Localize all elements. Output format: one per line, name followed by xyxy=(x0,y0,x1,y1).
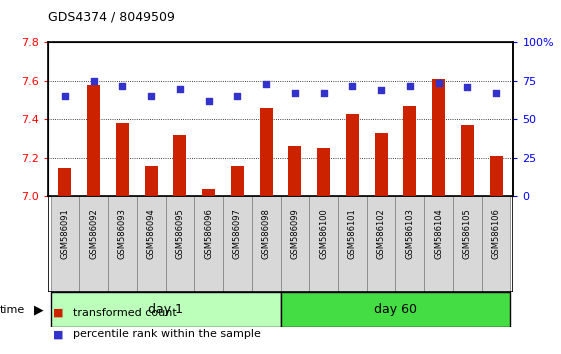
FancyBboxPatch shape xyxy=(223,196,252,292)
Bar xyxy=(461,125,474,196)
Text: GSM586093: GSM586093 xyxy=(118,208,127,259)
FancyBboxPatch shape xyxy=(338,196,367,292)
Point xyxy=(434,80,443,85)
Point xyxy=(406,83,415,88)
FancyBboxPatch shape xyxy=(50,196,79,292)
Bar xyxy=(317,148,330,196)
Bar xyxy=(346,114,359,196)
Bar xyxy=(202,189,215,196)
FancyBboxPatch shape xyxy=(309,196,338,292)
Text: GSM586096: GSM586096 xyxy=(204,208,213,259)
Point xyxy=(233,93,242,99)
Bar xyxy=(403,106,416,196)
Text: GSM586105: GSM586105 xyxy=(463,208,472,259)
Point xyxy=(204,98,213,104)
Text: GSM586098: GSM586098 xyxy=(261,208,270,259)
Bar xyxy=(173,135,186,196)
Point xyxy=(261,81,270,87)
FancyBboxPatch shape xyxy=(194,196,223,292)
Text: percentile rank within the sample: percentile rank within the sample xyxy=(73,329,261,339)
Bar xyxy=(490,156,503,196)
Bar xyxy=(116,123,129,196)
FancyBboxPatch shape xyxy=(396,196,424,292)
FancyBboxPatch shape xyxy=(165,196,194,292)
Text: GSM586104: GSM586104 xyxy=(434,208,443,259)
Bar xyxy=(87,85,100,196)
Text: ■: ■ xyxy=(53,308,64,318)
Text: GDS4374 / 8049509: GDS4374 / 8049509 xyxy=(48,11,174,24)
Text: GSM586095: GSM586095 xyxy=(176,208,185,259)
FancyBboxPatch shape xyxy=(482,196,511,292)
Text: GSM586100: GSM586100 xyxy=(319,208,328,259)
Bar xyxy=(432,79,445,196)
Point xyxy=(176,86,185,92)
Bar xyxy=(145,166,158,196)
Point xyxy=(463,84,472,90)
Text: GSM586106: GSM586106 xyxy=(491,208,500,259)
FancyBboxPatch shape xyxy=(453,196,482,292)
Text: GSM586102: GSM586102 xyxy=(376,208,385,259)
Text: GSM586103: GSM586103 xyxy=(406,208,415,259)
Point xyxy=(61,93,70,99)
Point xyxy=(348,83,357,88)
Text: time: time xyxy=(0,305,25,315)
FancyBboxPatch shape xyxy=(79,196,108,292)
Point xyxy=(491,91,500,96)
Text: GSM586101: GSM586101 xyxy=(348,208,357,259)
FancyBboxPatch shape xyxy=(108,196,137,292)
Text: GSM586094: GSM586094 xyxy=(146,208,155,259)
Text: ■: ■ xyxy=(53,329,64,339)
Text: day 60: day 60 xyxy=(374,303,417,316)
Text: transformed count: transformed count xyxy=(73,308,177,318)
Bar xyxy=(288,147,301,196)
Bar xyxy=(58,167,71,196)
Text: day 1: day 1 xyxy=(148,303,183,316)
Point xyxy=(146,93,155,99)
Point xyxy=(89,78,98,84)
Bar xyxy=(280,292,511,327)
FancyBboxPatch shape xyxy=(424,196,453,292)
Point xyxy=(376,87,385,93)
Bar xyxy=(231,166,244,196)
Text: GSM586099: GSM586099 xyxy=(291,208,300,259)
Text: GSM586091: GSM586091 xyxy=(61,208,70,259)
Bar xyxy=(375,133,388,196)
FancyBboxPatch shape xyxy=(252,196,280,292)
FancyBboxPatch shape xyxy=(280,196,309,292)
Point xyxy=(319,91,328,96)
Text: GSM586097: GSM586097 xyxy=(233,208,242,259)
Point xyxy=(291,91,300,96)
Text: ▶: ▶ xyxy=(34,303,43,316)
Bar xyxy=(260,108,273,196)
Text: GSM586092: GSM586092 xyxy=(89,208,98,259)
FancyBboxPatch shape xyxy=(137,196,165,292)
Point xyxy=(118,83,127,88)
FancyBboxPatch shape xyxy=(367,196,396,292)
Bar xyxy=(50,292,280,327)
